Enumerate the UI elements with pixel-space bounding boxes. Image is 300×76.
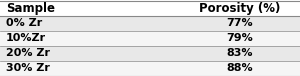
Text: 77%: 77% xyxy=(227,18,253,28)
Text: 30% Zr: 30% Zr xyxy=(6,63,50,73)
FancyBboxPatch shape xyxy=(0,46,300,61)
Text: 0% Zr: 0% Zr xyxy=(6,18,42,28)
Text: 83%: 83% xyxy=(227,48,253,58)
Text: 10%Zr: 10%Zr xyxy=(6,33,46,43)
FancyBboxPatch shape xyxy=(0,31,300,46)
Text: 20% Zr: 20% Zr xyxy=(6,48,50,58)
Text: 79%: 79% xyxy=(226,33,254,43)
FancyBboxPatch shape xyxy=(0,1,300,16)
Text: 88%: 88% xyxy=(227,63,253,73)
FancyBboxPatch shape xyxy=(0,16,300,31)
Text: Sample: Sample xyxy=(6,2,55,15)
FancyBboxPatch shape xyxy=(0,61,300,76)
Text: Porosity (%): Porosity (%) xyxy=(199,2,281,15)
